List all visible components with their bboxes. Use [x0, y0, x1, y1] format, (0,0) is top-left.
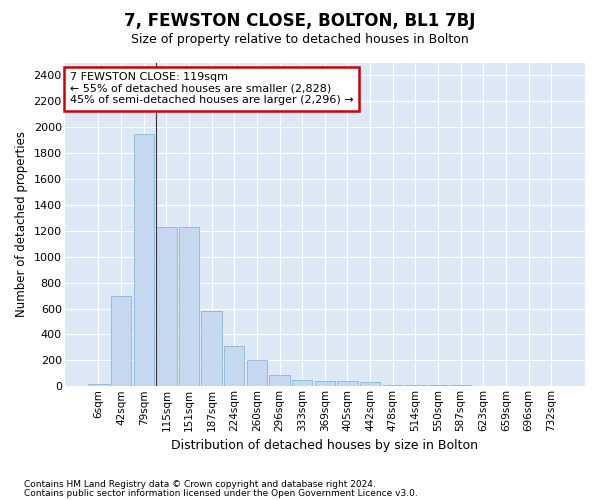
Text: 7, FEWSTON CLOSE, BOLTON, BL1 7BJ: 7, FEWSTON CLOSE, BOLTON, BL1 7BJ: [124, 12, 476, 30]
Bar: [360, 382, 380, 386]
Bar: [224, 346, 244, 387]
Text: Contains public sector information licensed under the Open Government Licence v3: Contains public sector information licen…: [24, 490, 418, 498]
Bar: [247, 360, 267, 386]
Bar: [111, 296, 131, 386]
Text: Contains HM Land Registry data © Crown copyright and database right 2024.: Contains HM Land Registry data © Crown c…: [24, 480, 376, 489]
Bar: [179, 227, 199, 386]
Y-axis label: Number of detached properties: Number of detached properties: [15, 132, 28, 318]
Bar: [314, 382, 335, 386]
Bar: [134, 134, 154, 386]
Bar: [202, 311, 222, 386]
Bar: [269, 376, 290, 386]
Text: 7 FEWSTON CLOSE: 119sqm
← 55% of detached houses are smaller (2,828)
45% of semi: 7 FEWSTON CLOSE: 119sqm ← 55% of detache…: [70, 72, 353, 106]
Bar: [451, 385, 471, 386]
Bar: [383, 385, 403, 386]
Bar: [405, 385, 425, 386]
Bar: [337, 382, 358, 386]
Bar: [428, 385, 448, 386]
Bar: [292, 380, 313, 386]
Text: Size of property relative to detached houses in Bolton: Size of property relative to detached ho…: [131, 32, 469, 46]
Bar: [88, 384, 109, 386]
X-axis label: Distribution of detached houses by size in Bolton: Distribution of detached houses by size …: [171, 440, 478, 452]
Bar: [156, 227, 176, 386]
